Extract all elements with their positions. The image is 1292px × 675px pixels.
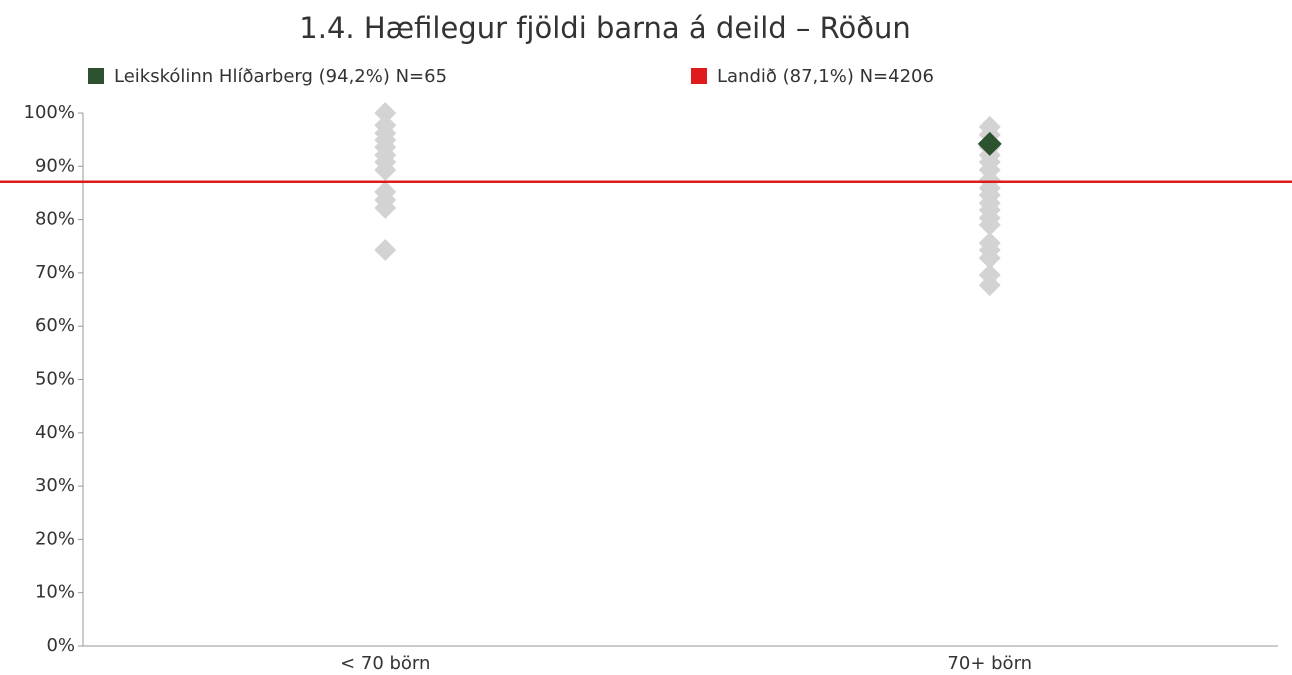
- y-tick-label: 0%: [46, 635, 75, 656]
- y-tick-label: 40%: [35, 422, 75, 443]
- point: [374, 196, 397, 219]
- y-tick-label: 100%: [24, 102, 75, 123]
- legend-swatch: [691, 68, 707, 84]
- y-tick-label: 50%: [35, 369, 75, 390]
- point: [978, 246, 1001, 269]
- legend-swatch: [88, 68, 104, 84]
- point: [374, 159, 397, 182]
- point: [374, 102, 397, 124]
- legend-label: Leikskólinn Hlíðarberg (94,2%) N=65: [114, 66, 447, 87]
- x-tick-label: < 70 börn: [340, 653, 430, 674]
- point: [978, 213, 1001, 236]
- x-tick-label: 70+ börn: [947, 653, 1032, 674]
- y-tick-label: 20%: [35, 528, 75, 549]
- point: [374, 238, 397, 261]
- y-tick-label: 80%: [35, 209, 75, 230]
- y-tick-label: 10%: [35, 582, 75, 603]
- y-tick-label: 90%: [35, 155, 75, 176]
- chart-title: 1.4. Hæfilegur fjöldi barna á deild – Rö…: [299, 11, 910, 45]
- y-tick-label: 70%: [35, 262, 75, 283]
- point: [978, 274, 1001, 297]
- y-tick-label: 60%: [35, 315, 75, 336]
- legend-label: Landið (87,1%) N=4206: [717, 66, 934, 87]
- highlight-point: [977, 131, 1002, 156]
- y-tick-label: 30%: [35, 475, 75, 496]
